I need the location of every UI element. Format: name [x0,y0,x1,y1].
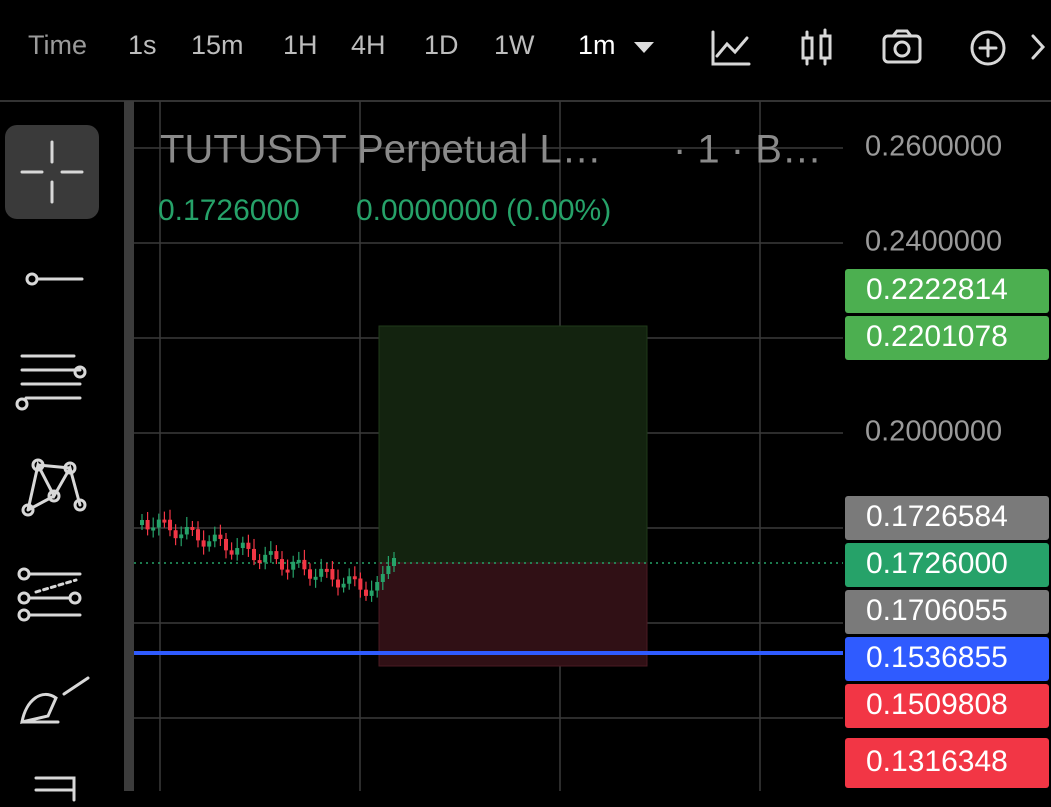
indicators-icon[interactable] [711,30,751,66]
selected-interval[interactable]: 1m [578,30,616,60]
candle-body [207,541,212,547]
loss-zone [378,562,648,667]
price-badge-label: 0.1706055 [866,594,1008,627]
candle-body [330,569,335,580]
candle-body [201,540,206,547]
price-badge [845,496,1049,540]
prediction-tool[interactable] [17,567,82,622]
pattern-tool[interactable] [21,458,87,517]
candle-body [324,568,329,572]
candle-body [274,551,279,560]
price-badge-label: 0.1536855 [866,641,1008,674]
candle-body [184,526,189,535]
candle-body [347,576,352,584]
candle-body [296,559,301,563]
dropdown-arrow[interactable] [634,42,654,53]
candle-body [386,566,391,574]
price-badge-label: 0.1316348 [866,745,1008,778]
interval[interactable]: 1s [128,30,157,60]
candle-body [364,589,368,596]
symbol-suffix: · 1 · B… [673,128,822,172]
candle-body [375,582,380,591]
price-axis-label: 0.2600000 [865,131,1002,163]
candle-body [240,542,245,549]
candle-body [392,558,396,566]
price-badge-label: 0.1726584 [866,500,1008,533]
price-badge-label: 0.2201078 [866,320,1008,353]
candle-body [218,534,223,539]
price-axis-label: 0.2000000 [865,416,1002,448]
candle-body [196,529,200,541]
candle-body [224,538,228,551]
price-badge-label: 0.2222814 [866,273,1008,306]
candle-body [162,519,167,523]
last-price: 0.1726000 [158,194,300,227]
fib-tool[interactable] [15,354,87,411]
add-icon[interactable] [970,30,1006,66]
time-label: Time [28,30,87,60]
candle-body [336,579,340,588]
chart-type-icon[interactable] [801,28,832,66]
candle-body [319,568,324,577]
symbol-title: TUTUSDT Perpetual L… [160,128,602,172]
candle-body [263,554,268,563]
candle-body [145,520,150,530]
candle-body [173,530,178,539]
price-badge [845,590,1049,634]
more-tools[interactable] [34,776,76,802]
candle-body [313,576,318,580]
candle-body [285,569,290,573]
candles [140,509,396,602]
interval[interactable]: 15m [191,30,244,60]
candle-body [168,519,172,531]
crosshair-tool[interactable] [5,125,99,219]
price-badge [845,269,1049,313]
candle-body [212,534,217,542]
candle-body [229,550,234,555]
candle-body [280,559,284,570]
brush-tool[interactable] [20,676,90,724]
candle-body [190,526,195,530]
candle-body [352,576,357,580]
price-badge-label: 0.1509808 [866,688,1008,721]
candle-body [151,527,156,531]
price-badge [845,637,1049,681]
candle-body [380,574,385,582]
candle-body [268,551,273,555]
candle-body [156,519,161,528]
candle-body [302,559,307,570]
crosshair-icon [20,140,84,204]
interval[interactable]: 1W [494,30,535,60]
trend-line-tool[interactable] [25,272,84,286]
candle-body [291,561,296,570]
price-change: 0.0000000 (0.00%) [356,194,611,227]
more-arrow[interactable] [1031,34,1046,60]
price-badge [845,316,1049,360]
candle-body [235,548,240,555]
tool-divider [124,101,134,791]
candle-body [358,578,363,590]
candle-body [369,590,374,596]
profit-zone [378,325,648,564]
interval[interactable]: 1D [424,30,459,60]
candle-body [341,583,346,588]
price-axis-label: 0.2400000 [865,226,1002,258]
candle-body [308,569,312,579]
price-badge [845,738,1049,788]
price-badge [845,684,1049,728]
price-badge [845,543,1049,587]
screenshot-icon[interactable] [882,29,922,64]
candle-body [257,560,262,564]
candle-body [179,534,184,539]
candle-body [246,542,251,549]
candle-body [252,548,256,561]
price-badge-label: 0.1726000 [866,547,1008,580]
interval[interactable]: 4H [351,30,386,60]
interval[interactable]: 1H [283,30,318,60]
candle-body [140,520,144,525]
